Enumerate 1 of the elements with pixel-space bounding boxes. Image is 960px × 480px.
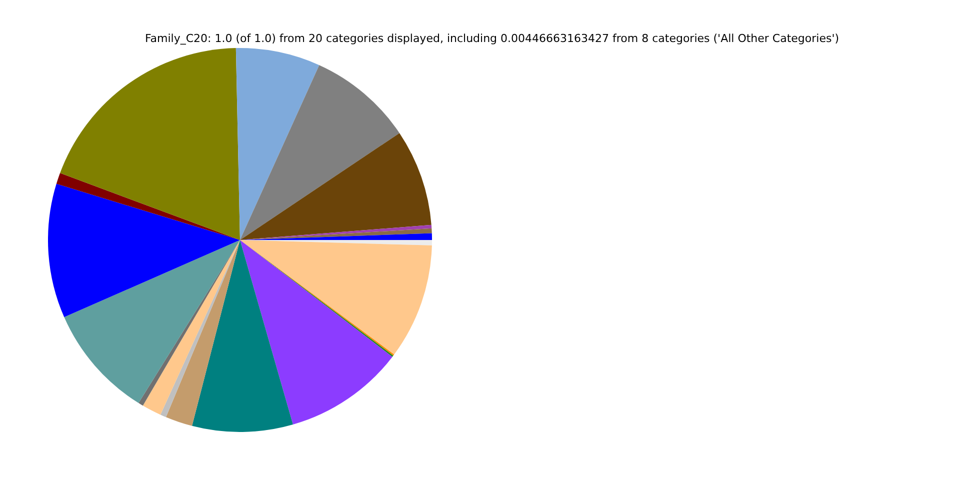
text: Family_C20: 1.0 (of 1.0) from 20 categories displayed, including 0.00446663163427 from 8 categories ('All Other Categories')	[144, 32, 840, 45]
